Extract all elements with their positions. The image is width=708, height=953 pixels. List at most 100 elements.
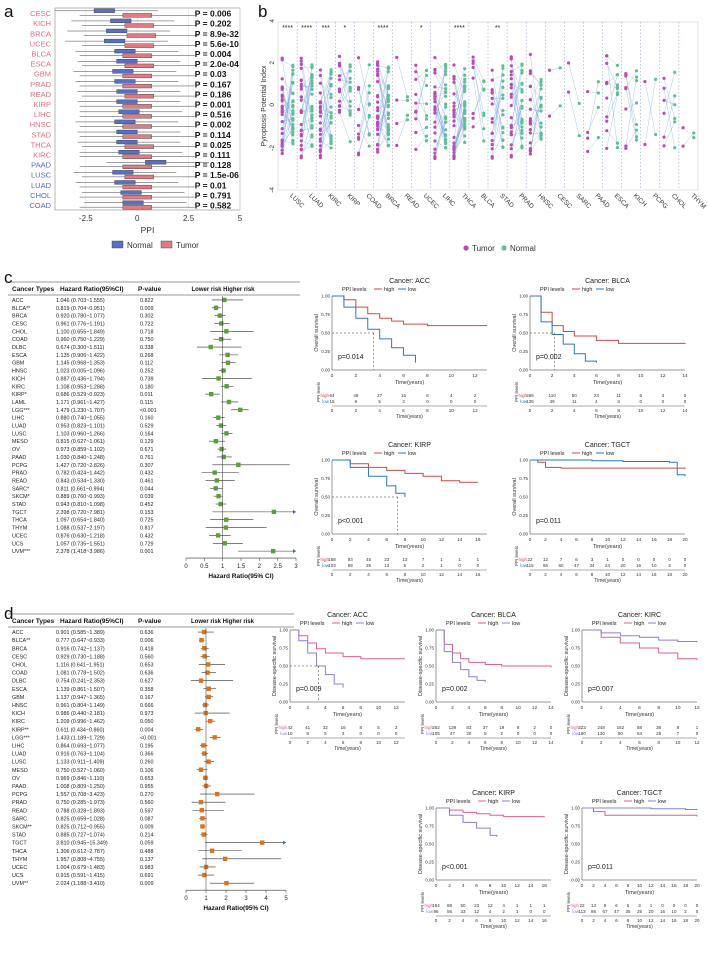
y-tick-label: 0.00 [321,368,330,373]
x-tick-label: 18 [667,537,673,543]
hr-marker [224,517,229,522]
normal-point [596,105,600,110]
normal-point [539,95,543,99]
hr-marker [219,336,224,342]
risk-tick-label: 10 [638,408,644,413]
row-cancer-type: STAD [12,502,26,508]
tumor-point [337,78,342,82]
y-tick-label: 0.00 [425,700,434,705]
row-cancer-type: LUAD [12,752,26,758]
risk-count-high: 2 [474,393,477,398]
category-label: SARC [574,192,592,210]
risk-tick-label: 20 [694,918,700,923]
tumor-point [528,97,532,102]
normal-point [520,99,524,103]
normal-point [444,90,448,94]
tumor-point [433,147,437,151]
normal-point [348,80,352,84]
risk-tick-label: 20 [682,572,688,577]
chart-a-boxplot: CESC P = 0.006 KICH P = 0.202 BRCA P = 8.9e-3… [29,7,243,250]
normal-point [520,131,524,135]
risk-count-low: 0 [395,731,398,736]
risk-count-low: 0 [639,399,642,404]
row-cancer-type: LGG*** [12,408,31,414]
x-tick-label: 14 [548,705,554,711]
box-tumor [124,94,154,99]
risk-count-high: 2 [533,725,536,730]
pair-line [320,142,332,150]
risk-count-high: 139 [449,725,457,730]
hr-marker [196,727,201,732]
x-axis-label: Hazard Ratio(95% CI) [203,905,268,912]
risk-count-high: 13 [402,557,408,562]
tumor-point [509,116,513,120]
tumor-point [414,77,418,81]
normal-point [386,128,390,132]
pair-line [396,115,408,146]
row-cancer-type: DLBC [12,679,26,685]
normal-point [291,92,295,96]
tumor-point [376,79,380,84]
normal-point [444,105,448,109]
tumor-point [452,146,456,150]
km-curve-high [332,295,487,327]
row-p-value: 0.432 [140,471,154,477]
risk-count-high: 0 [668,557,671,562]
normal-point [520,68,524,73]
tumor-point [337,104,342,108]
row-p-value: 0.270 [140,792,154,798]
tumor-point [433,90,437,94]
risk-tick-label: 14 [457,572,463,577]
risk-count-low: 190 [578,731,586,736]
row-hazard-ratio: 1.008 (0.809~1.250) [56,784,105,790]
tumor-point [356,137,361,141]
normal-point [329,137,333,141]
km-curve-high [332,459,478,483]
box-tumor [122,164,152,169]
x-axis-label: Time(years) [479,890,508,896]
pair-line [358,92,370,140]
normal-point [386,94,390,98]
normal-point [520,146,524,150]
risk-tick-label: 12 [648,918,654,923]
row-cancer-type: GBM [12,361,25,367]
row-p-value: 0.822 [140,298,154,304]
normal-point [386,86,390,91]
x-axis-label: Time(years) [625,712,654,718]
pair-line [492,94,504,123]
tumor-point [605,146,609,151]
tumor-point [624,85,628,90]
km-curve-high [582,629,698,661]
row-p-value: 0.009 [140,881,154,887]
risk-table-label: PPI levels [316,381,321,402]
risk-tick-label: 10 [421,572,427,577]
risk-count-high: 3 [662,393,665,398]
normal-point [615,145,620,150]
pair-line [530,86,542,134]
pair-line [320,78,332,103]
hr-marker [260,840,265,845]
tumor-point [433,154,437,159]
normal-point [463,77,467,81]
row-hazard-ratio: 0.819 (0.704~0.951) [56,306,105,312]
category-label: HNSC [536,192,554,210]
normal-point [310,133,314,137]
risk-count-high: 0 [684,903,687,908]
category-label: READ [403,192,421,210]
risk-count-low: 0 [477,563,480,568]
y-tick-label: 0.75 [425,646,434,651]
risk-count-high: 0 [684,393,687,398]
risk-count-high: 1 [650,903,653,908]
risk-count-high: 37 [483,725,489,730]
risk-count-low: 136 [526,399,534,404]
tumor-point [433,108,437,112]
row-cancer-type: UCEC [12,865,27,871]
hr-marker [222,297,227,303]
row-cancer-type: STAD [12,833,26,839]
significance-label: * [420,25,423,32]
pair-line [415,65,427,120]
x-tick-label: 10 [515,705,521,711]
normal-point [482,113,486,118]
hr-marker [225,352,230,358]
x-tick-label: 8 [591,537,594,543]
